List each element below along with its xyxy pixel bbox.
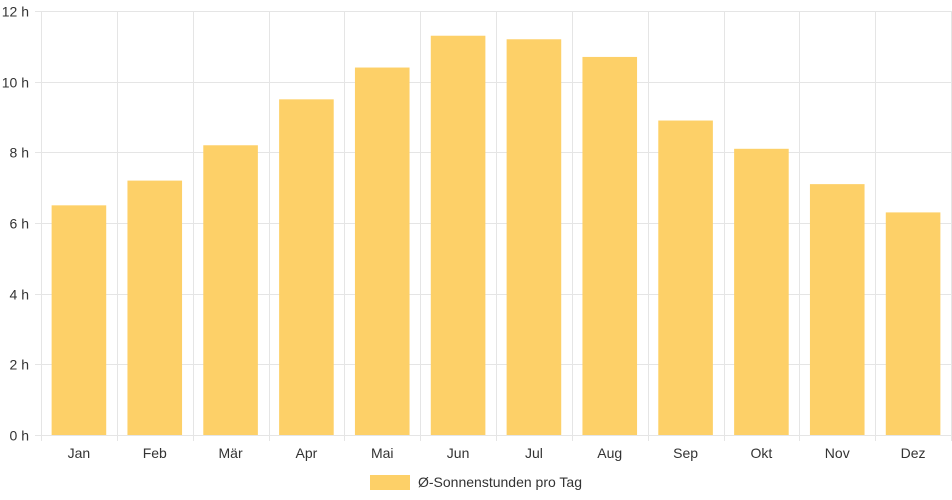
x-tick-label: Jul — [525, 445, 543, 461]
x-tick-label: Jan — [68, 445, 91, 461]
bars — [51, 35, 941, 436]
bar[interactable] — [430, 35, 486, 435]
legend[interactable]: Ø-Sonnenstunden pro Tag — [0, 472, 952, 492]
x-tick-label: Mär — [219, 445, 243, 461]
bar[interactable] — [203, 145, 258, 435]
x-tick-label: Aug — [597, 445, 622, 461]
bar[interactable] — [279, 99, 334, 435]
legend-swatch — [370, 474, 410, 490]
y-tick-label: 12 h — [2, 4, 29, 20]
y-tick-label: 2 h — [10, 357, 29, 373]
y-tick-label: 10 h — [2, 75, 29, 91]
x-tick-label: Okt — [751, 445, 773, 461]
x-tick-label: Sep — [673, 445, 698, 461]
bar[interactable] — [734, 148, 789, 436]
bar[interactable] — [885, 212, 941, 435]
bar[interactable] — [354, 67, 410, 436]
x-axis-ticks: Jan Feb Mär Apr Mai Jun Jul Aug Sep Okt Nov Dez — [68, 445, 926, 461]
x-tick-label: Mai — [371, 445, 394, 461]
bar[interactable] — [51, 205, 107, 435]
x-tick-label: Apr — [296, 445, 318, 461]
bar[interactable] — [127, 180, 183, 435]
bar[interactable] — [582, 56, 638, 435]
x-tick-label: Nov — [825, 445, 850, 461]
y-axis-ticks: 0 h 2 h 4 h 6 h 8 h 10 h 12 h — [2, 4, 29, 444]
y-tick-label: 6 h — [10, 216, 29, 232]
y-tick-label: 4 h — [10, 287, 29, 303]
bar[interactable] — [658, 120, 713, 436]
x-tick-label: Feb — [143, 445, 167, 461]
y-tick-label: 8 h — [10, 145, 29, 161]
sunshine-bar-chart: 0 h2 h4 h6 h8 h10 h12 h Jan Feb Mär Apr Mai J… — [2, 4, 952, 461]
legend-label: Ø-Sonnenstunden pro Tag — [418, 474, 582, 490]
y-tick-label: 0 h — [10, 428, 29, 444]
x-tick-label: Jun — [447, 445, 470, 461]
x-tick-label: Dez — [901, 445, 926, 461]
bar[interactable] — [809, 184, 865, 435]
bar[interactable] — [506, 39, 562, 436]
grid-lines — [35, 11, 952, 441]
